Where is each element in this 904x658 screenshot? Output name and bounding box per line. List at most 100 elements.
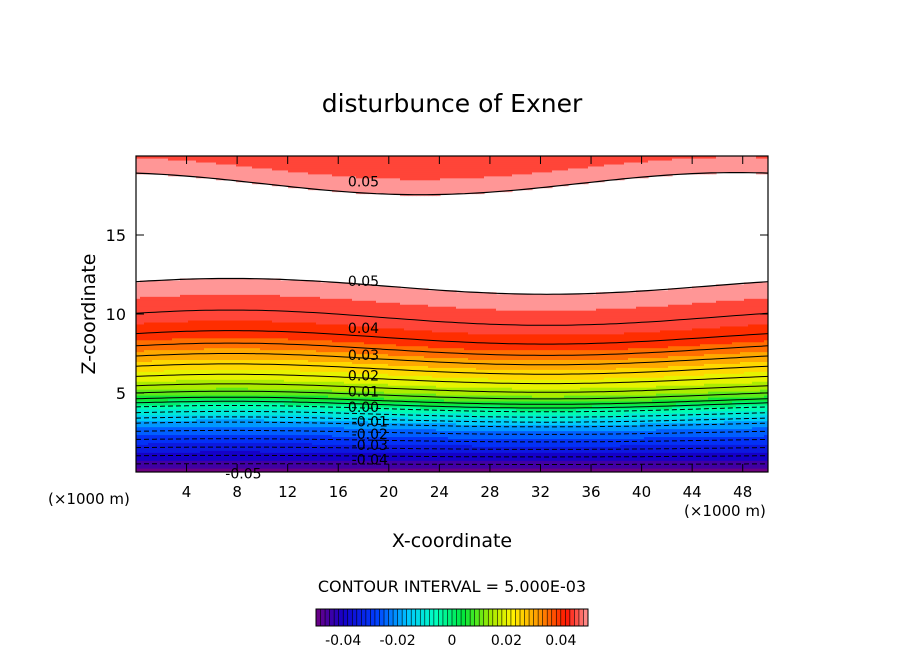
contour-band-cell xyxy=(156,323,161,327)
contour-band-cell xyxy=(164,410,169,414)
contour-band-cell xyxy=(168,317,173,321)
contour-band-cell xyxy=(216,422,221,426)
contour-band-cell xyxy=(192,444,197,447)
contour-band-cell xyxy=(144,317,149,321)
contour-band-cell xyxy=(156,414,161,418)
contour-band-cell xyxy=(144,321,149,325)
contour-band-cell xyxy=(212,337,217,341)
contour-band-cell xyxy=(136,294,141,297)
contour-band-cell xyxy=(176,460,181,463)
contour-band-cell xyxy=(184,375,189,378)
contour-band-cell xyxy=(160,156,165,159)
contour-band-cell xyxy=(136,315,141,319)
contour-band-cell xyxy=(216,359,221,363)
contour-band-cell xyxy=(140,361,145,364)
contour-band-cell xyxy=(148,290,153,293)
contour-band-cell xyxy=(148,163,153,167)
contour-band-cell xyxy=(212,323,217,327)
contour-band-cell xyxy=(196,302,201,305)
contour-band-cell xyxy=(168,398,173,402)
contour-band-cell xyxy=(164,157,169,161)
contour-band-cell xyxy=(180,379,185,382)
contour-band-cell xyxy=(188,438,193,442)
contour-band-cell xyxy=(168,361,173,364)
contour-band-cell xyxy=(180,339,185,343)
contour-band-cell xyxy=(180,408,185,412)
contour-band-cell xyxy=(224,400,229,404)
contour-band-cell xyxy=(172,157,177,161)
contour-band-cell xyxy=(196,161,201,165)
contour-band-cell xyxy=(164,315,169,319)
contour-band-cell xyxy=(220,385,225,388)
contour-band-cell xyxy=(176,468,181,471)
contour-band-cell xyxy=(156,410,161,414)
contour-band-cell xyxy=(144,371,149,374)
contour-band-cell xyxy=(136,292,141,295)
contour-band-cell xyxy=(184,424,189,428)
contour-band-cell xyxy=(184,416,189,420)
contour-band-cell xyxy=(188,424,193,428)
contour-band-cell xyxy=(188,452,193,455)
contour-band-cell xyxy=(196,448,201,451)
contour-band-cell xyxy=(176,440,181,443)
contour-band-cell xyxy=(216,167,221,171)
contour-band-cell xyxy=(192,163,197,167)
contour-band-cell xyxy=(176,367,181,370)
contour-band-cell xyxy=(160,402,165,406)
contour-band-cell xyxy=(212,284,217,287)
contour-band-cell xyxy=(192,369,197,372)
contour-band-cell xyxy=(196,294,201,297)
contour-band-cell xyxy=(176,298,181,301)
contour-band-cell xyxy=(156,387,161,390)
contour-band-cell xyxy=(188,369,193,372)
contour-band-cell xyxy=(192,335,197,339)
contour-band-cell xyxy=(216,339,221,343)
contour-band-cell xyxy=(184,430,189,434)
contour-band-cell xyxy=(208,389,213,392)
contour-band-cell xyxy=(188,157,193,161)
contour-band-cell xyxy=(224,424,229,428)
contour-band-cell xyxy=(216,452,221,455)
contour-band-cell xyxy=(216,371,221,374)
contour-band-cell xyxy=(204,391,209,394)
contour-band-cell xyxy=(180,394,185,398)
contour-band-cell xyxy=(140,458,145,461)
contour-band-cell xyxy=(160,398,165,402)
contour-band-cell xyxy=(180,466,185,469)
contour-band-cell xyxy=(148,325,153,329)
contour-band-cell xyxy=(172,361,177,364)
contour-band-cell xyxy=(172,315,177,319)
contour-band-cell xyxy=(160,329,165,333)
contour-band-cell xyxy=(216,314,221,317)
contour-band-cell xyxy=(192,321,197,325)
contour-band-cell xyxy=(144,323,149,327)
contour-band-cell xyxy=(144,288,149,291)
contour-band-cell xyxy=(180,385,185,388)
contour-band-cell xyxy=(188,398,193,402)
contour-band-cell xyxy=(168,379,173,382)
contour-band-cell xyxy=(180,359,185,363)
contour-band-cell xyxy=(192,284,197,287)
contour-band-cell xyxy=(180,398,185,402)
contour-band-cell xyxy=(204,312,209,315)
contour-band-cell xyxy=(184,426,189,430)
contour-band-cell xyxy=(168,312,173,315)
contour-band-cell xyxy=(144,444,149,447)
contour-band-cell xyxy=(212,294,217,297)
contour-band-cell xyxy=(136,420,141,424)
contour-band-cell xyxy=(208,466,213,469)
contour-band-cell xyxy=(176,314,181,317)
contour-band-cell xyxy=(200,385,205,388)
contour-band-cell xyxy=(212,165,217,169)
contour-band-cell xyxy=(172,298,177,301)
contour-band-cell xyxy=(140,371,145,374)
contour-band-cell xyxy=(148,393,153,396)
contour-band-cell xyxy=(188,387,193,390)
contour-band-cell xyxy=(188,375,193,378)
contour-band-cell xyxy=(200,355,205,359)
contour-band-cell xyxy=(204,393,209,396)
contour-band-cell xyxy=(152,347,157,351)
contour-band-cell xyxy=(204,327,209,331)
contour-band-cell xyxy=(212,396,217,400)
contour-band-cell xyxy=(204,319,209,323)
